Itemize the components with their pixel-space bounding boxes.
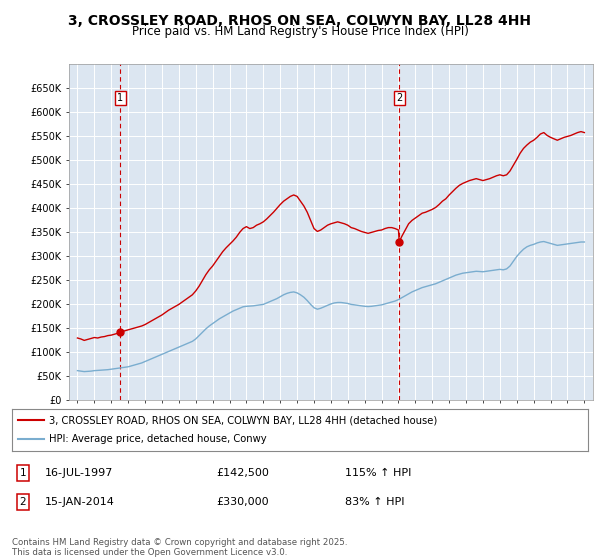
Text: Contains HM Land Registry data © Crown copyright and database right 2025.
This d: Contains HM Land Registry data © Crown c… <box>12 538 347 557</box>
Text: 2: 2 <box>396 93 402 103</box>
Text: 15-JAN-2014: 15-JAN-2014 <box>45 497 115 507</box>
Text: 3, CROSSLEY ROAD, RHOS ON SEA, COLWYN BAY, LL28 4HH (detached house): 3, CROSSLEY ROAD, RHOS ON SEA, COLWYN BA… <box>49 415 437 425</box>
Text: 1: 1 <box>19 468 26 478</box>
Text: 83% ↑ HPI: 83% ↑ HPI <box>345 497 404 507</box>
Text: 1: 1 <box>118 93 124 103</box>
Text: 16-JUL-1997: 16-JUL-1997 <box>45 468 113 478</box>
Text: £142,500: £142,500 <box>216 468 269 478</box>
Text: Price paid vs. HM Land Registry's House Price Index (HPI): Price paid vs. HM Land Registry's House … <box>131 25 469 38</box>
Text: 2: 2 <box>19 497 26 507</box>
Text: HPI: Average price, detached house, Conwy: HPI: Average price, detached house, Conw… <box>49 435 267 445</box>
Text: 3, CROSSLEY ROAD, RHOS ON SEA, COLWYN BAY, LL28 4HH: 3, CROSSLEY ROAD, RHOS ON SEA, COLWYN BA… <box>68 14 532 28</box>
Text: 115% ↑ HPI: 115% ↑ HPI <box>345 468 412 478</box>
Text: £330,000: £330,000 <box>216 497 269 507</box>
